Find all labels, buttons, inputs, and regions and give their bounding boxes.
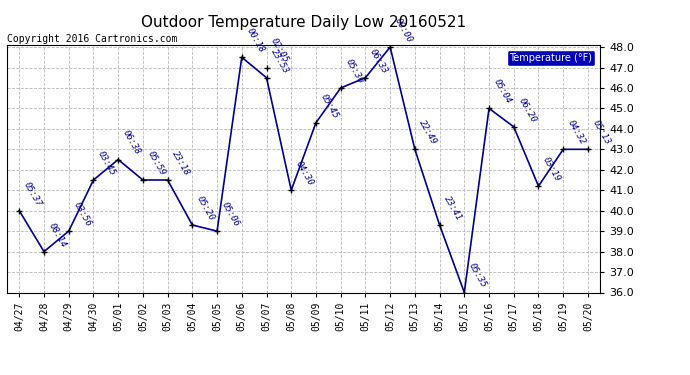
Text: 05:59: 05:59: [146, 150, 167, 177]
Text: 05:45: 05:45: [319, 92, 340, 120]
Text: 00:18: 00:18: [244, 27, 266, 54]
Text: 05:35: 05:35: [467, 262, 489, 290]
Text: 22:49: 22:49: [417, 119, 439, 147]
Text: 23:18: 23:18: [170, 150, 192, 177]
Text: 08:14: 08:14: [47, 221, 68, 249]
Text: 03:56: 03:56: [72, 201, 92, 228]
Text: 03:19: 03:19: [541, 156, 562, 183]
Text: 05:04: 05:04: [492, 78, 513, 106]
Text: 05:37: 05:37: [22, 180, 43, 208]
Text: Outdoor Temperature Daily Low 20160521: Outdoor Temperature Daily Low 20160521: [141, 15, 466, 30]
Text: 05:06: 05:06: [220, 201, 241, 228]
Text: 23:41: 23:41: [442, 195, 464, 222]
Text: 03:45: 03:45: [96, 150, 117, 177]
Text: 00:00: 00:00: [393, 16, 414, 44]
Text: 04:30: 04:30: [294, 160, 315, 188]
Text: 05:20: 05:20: [195, 195, 217, 222]
Text: 06:20: 06:20: [517, 96, 538, 124]
Text: 02:05: 02:05: [269, 37, 290, 65]
Text: 06:33: 06:33: [368, 47, 389, 75]
Text: 04:32: 04:32: [566, 119, 587, 147]
Legend: Temperature (°F): Temperature (°F): [506, 50, 595, 66]
Text: 23:53: 23:53: [269, 47, 290, 75]
Text: 05:30: 05:30: [344, 57, 365, 85]
Text: 06:38: 06:38: [121, 129, 142, 157]
Text: 05:13: 05:13: [591, 119, 612, 147]
Text: Copyright 2016 Cartronics.com: Copyright 2016 Cartronics.com: [7, 34, 177, 44]
